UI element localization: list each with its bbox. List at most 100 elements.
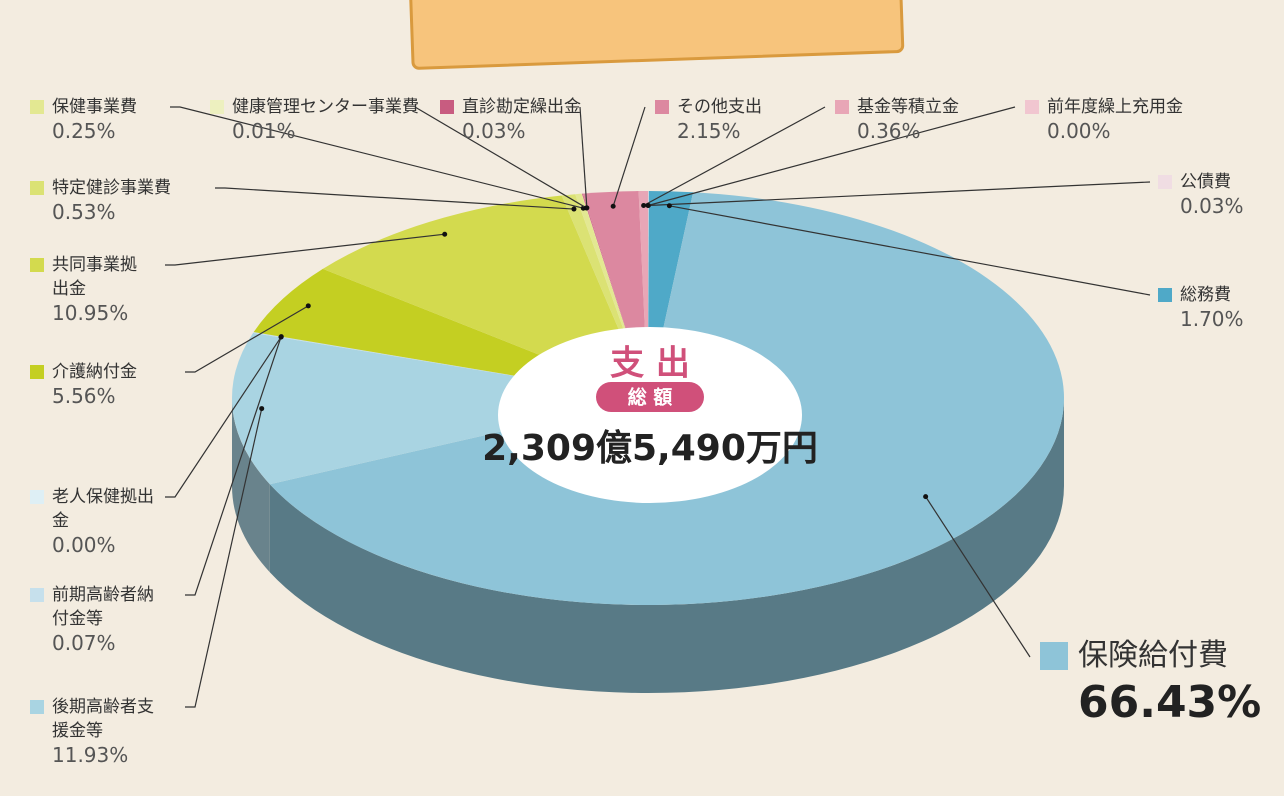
legend-name: 前年度繰上充用金 bbox=[1025, 95, 1205, 119]
legend-name: 後期高齢者支援金等 bbox=[30, 695, 170, 743]
leader-dot bbox=[259, 406, 265, 412]
legend-label: 老人保健拠出金 0.00% bbox=[30, 485, 160, 557]
value-label: 1.70% bbox=[1180, 307, 1244, 331]
leader-dot bbox=[278, 334, 284, 340]
legend-label: 特定健診事業費 0.53% bbox=[30, 176, 220, 224]
legend-text: 後期高齢者支援金等 bbox=[52, 697, 154, 741]
legend-swatch bbox=[1158, 288, 1172, 302]
legend-swatch bbox=[30, 588, 44, 602]
leader-line bbox=[669, 205, 1151, 296]
legend-label: 介護納付金 5.56% bbox=[30, 360, 180, 408]
legend-swatch bbox=[30, 100, 44, 114]
legend-name: 前期高齢者納付金等 bbox=[30, 583, 170, 631]
legend-label: 基金等積立金 0.36% bbox=[835, 95, 1005, 143]
leader-dot bbox=[305, 303, 311, 309]
legend-swatch bbox=[30, 258, 44, 272]
slice bbox=[232, 332, 648, 485]
legend-name: 直診勘定繰出金 bbox=[440, 95, 590, 119]
leader-line bbox=[612, 106, 646, 207]
legend-text: その他支出 bbox=[677, 97, 762, 117]
legend-name: 総務費 bbox=[1158, 283, 1268, 307]
value-label: 5.56% bbox=[52, 384, 116, 408]
leader-dot bbox=[442, 231, 448, 237]
leader-line bbox=[170, 106, 584, 209]
leader-line bbox=[185, 408, 263, 708]
leader-line bbox=[414, 106, 587, 209]
legend-name: 老人保健拠出金 bbox=[30, 485, 160, 533]
legend-name: 特定健診事業費 bbox=[30, 176, 220, 200]
legend-text: 基金等積立金 bbox=[857, 97, 959, 117]
legend-text: 総務費 bbox=[1180, 285, 1231, 305]
value-label: 2.15% bbox=[677, 119, 741, 143]
legend-text: 介護納付金 bbox=[52, 362, 137, 382]
leader-line bbox=[215, 187, 574, 210]
legend-label: 前年度繰上充用金 0.00% bbox=[1025, 95, 1205, 143]
legend-swatch bbox=[210, 100, 224, 114]
leader-dot bbox=[584, 205, 590, 211]
leader-dot bbox=[666, 203, 672, 209]
title-banner bbox=[408, 0, 905, 70]
value-label: 0.53% bbox=[52, 200, 116, 224]
banner-shape bbox=[408, 0, 905, 70]
center-title: 支 出 bbox=[610, 344, 690, 384]
legend-name: 健康管理センター事業費 bbox=[210, 95, 420, 119]
legend-label: 保険給付費 66.43% bbox=[1040, 636, 1280, 730]
legend-label: 後期高齢者支援金等 11.93% bbox=[30, 695, 170, 767]
center-plate bbox=[498, 327, 802, 503]
legend-text: 老人保健拠出金 bbox=[52, 487, 154, 531]
leader-line bbox=[185, 305, 309, 373]
leader-dot bbox=[641, 203, 647, 209]
legend-text: 共同事業拠出金 bbox=[52, 255, 137, 299]
value-label: 0.00% bbox=[52, 533, 116, 557]
legend-swatch bbox=[1158, 175, 1172, 189]
legend-swatch bbox=[440, 100, 454, 114]
legend-label: 総務費 1.70% bbox=[1158, 283, 1268, 331]
legend-text: 前年度繰上充用金 bbox=[1047, 97, 1183, 117]
legend-name: 保健事業費 bbox=[30, 95, 180, 119]
legend-text: 特定健診事業費 bbox=[52, 178, 171, 198]
legend-swatch bbox=[30, 490, 44, 504]
legend-swatch bbox=[30, 365, 44, 379]
leader-line bbox=[925, 496, 1031, 658]
legend-name: 公債費 bbox=[1158, 170, 1268, 194]
slice-side bbox=[269, 398, 1065, 693]
legend-swatch bbox=[835, 100, 849, 114]
total-amount: 2,309億5,490万円 bbox=[482, 428, 818, 469]
leader-dot bbox=[645, 202, 651, 208]
legend-label: 健康管理センター事業費 0.01% bbox=[210, 95, 420, 143]
value-label: 11.93% bbox=[52, 743, 129, 767]
leader-line bbox=[165, 233, 445, 266]
value-label: 0.00% bbox=[1047, 119, 1111, 143]
value-label: 0.25% bbox=[52, 119, 116, 143]
legend-text: 前期高齢者納付金等 bbox=[52, 585, 154, 629]
legend-label: その他支出 2.15% bbox=[655, 95, 805, 143]
legend-text: 直診勘定繰出金 bbox=[462, 97, 581, 117]
legend-swatch bbox=[30, 181, 44, 195]
legend-label: 共同事業拠出金 10.95% bbox=[30, 253, 140, 325]
legend-name: 基金等積立金 bbox=[835, 95, 1005, 119]
legend-label: 前期高齢者納付金等 0.07% bbox=[30, 583, 170, 655]
legend-text: 保険給付費 bbox=[1078, 638, 1228, 673]
value-label: 0.01% bbox=[232, 119, 296, 143]
value-label: 0.03% bbox=[462, 119, 526, 143]
value-label: 0.03% bbox=[1180, 194, 1244, 218]
center-subtitle: 総 額 bbox=[628, 386, 673, 409]
leader-line bbox=[643, 106, 826, 207]
slice bbox=[648, 191, 649, 398]
legend-name: 介護納付金 bbox=[30, 360, 180, 384]
legend-swatch bbox=[1040, 642, 1068, 670]
slice-side bbox=[232, 398, 270, 573]
legend-swatch bbox=[30, 700, 44, 714]
leader-line bbox=[165, 336, 282, 498]
leader-dot bbox=[610, 203, 616, 209]
legend-name: その他支出 bbox=[655, 95, 805, 119]
center-pill bbox=[596, 382, 704, 412]
leader-line bbox=[185, 336, 282, 596]
value-label: 0.07% bbox=[52, 631, 116, 655]
legend-text: 保健事業費 bbox=[52, 97, 137, 117]
leader-line bbox=[647, 106, 1016, 207]
value-label: 10.95% bbox=[52, 301, 129, 325]
leader-line bbox=[579, 106, 588, 208]
